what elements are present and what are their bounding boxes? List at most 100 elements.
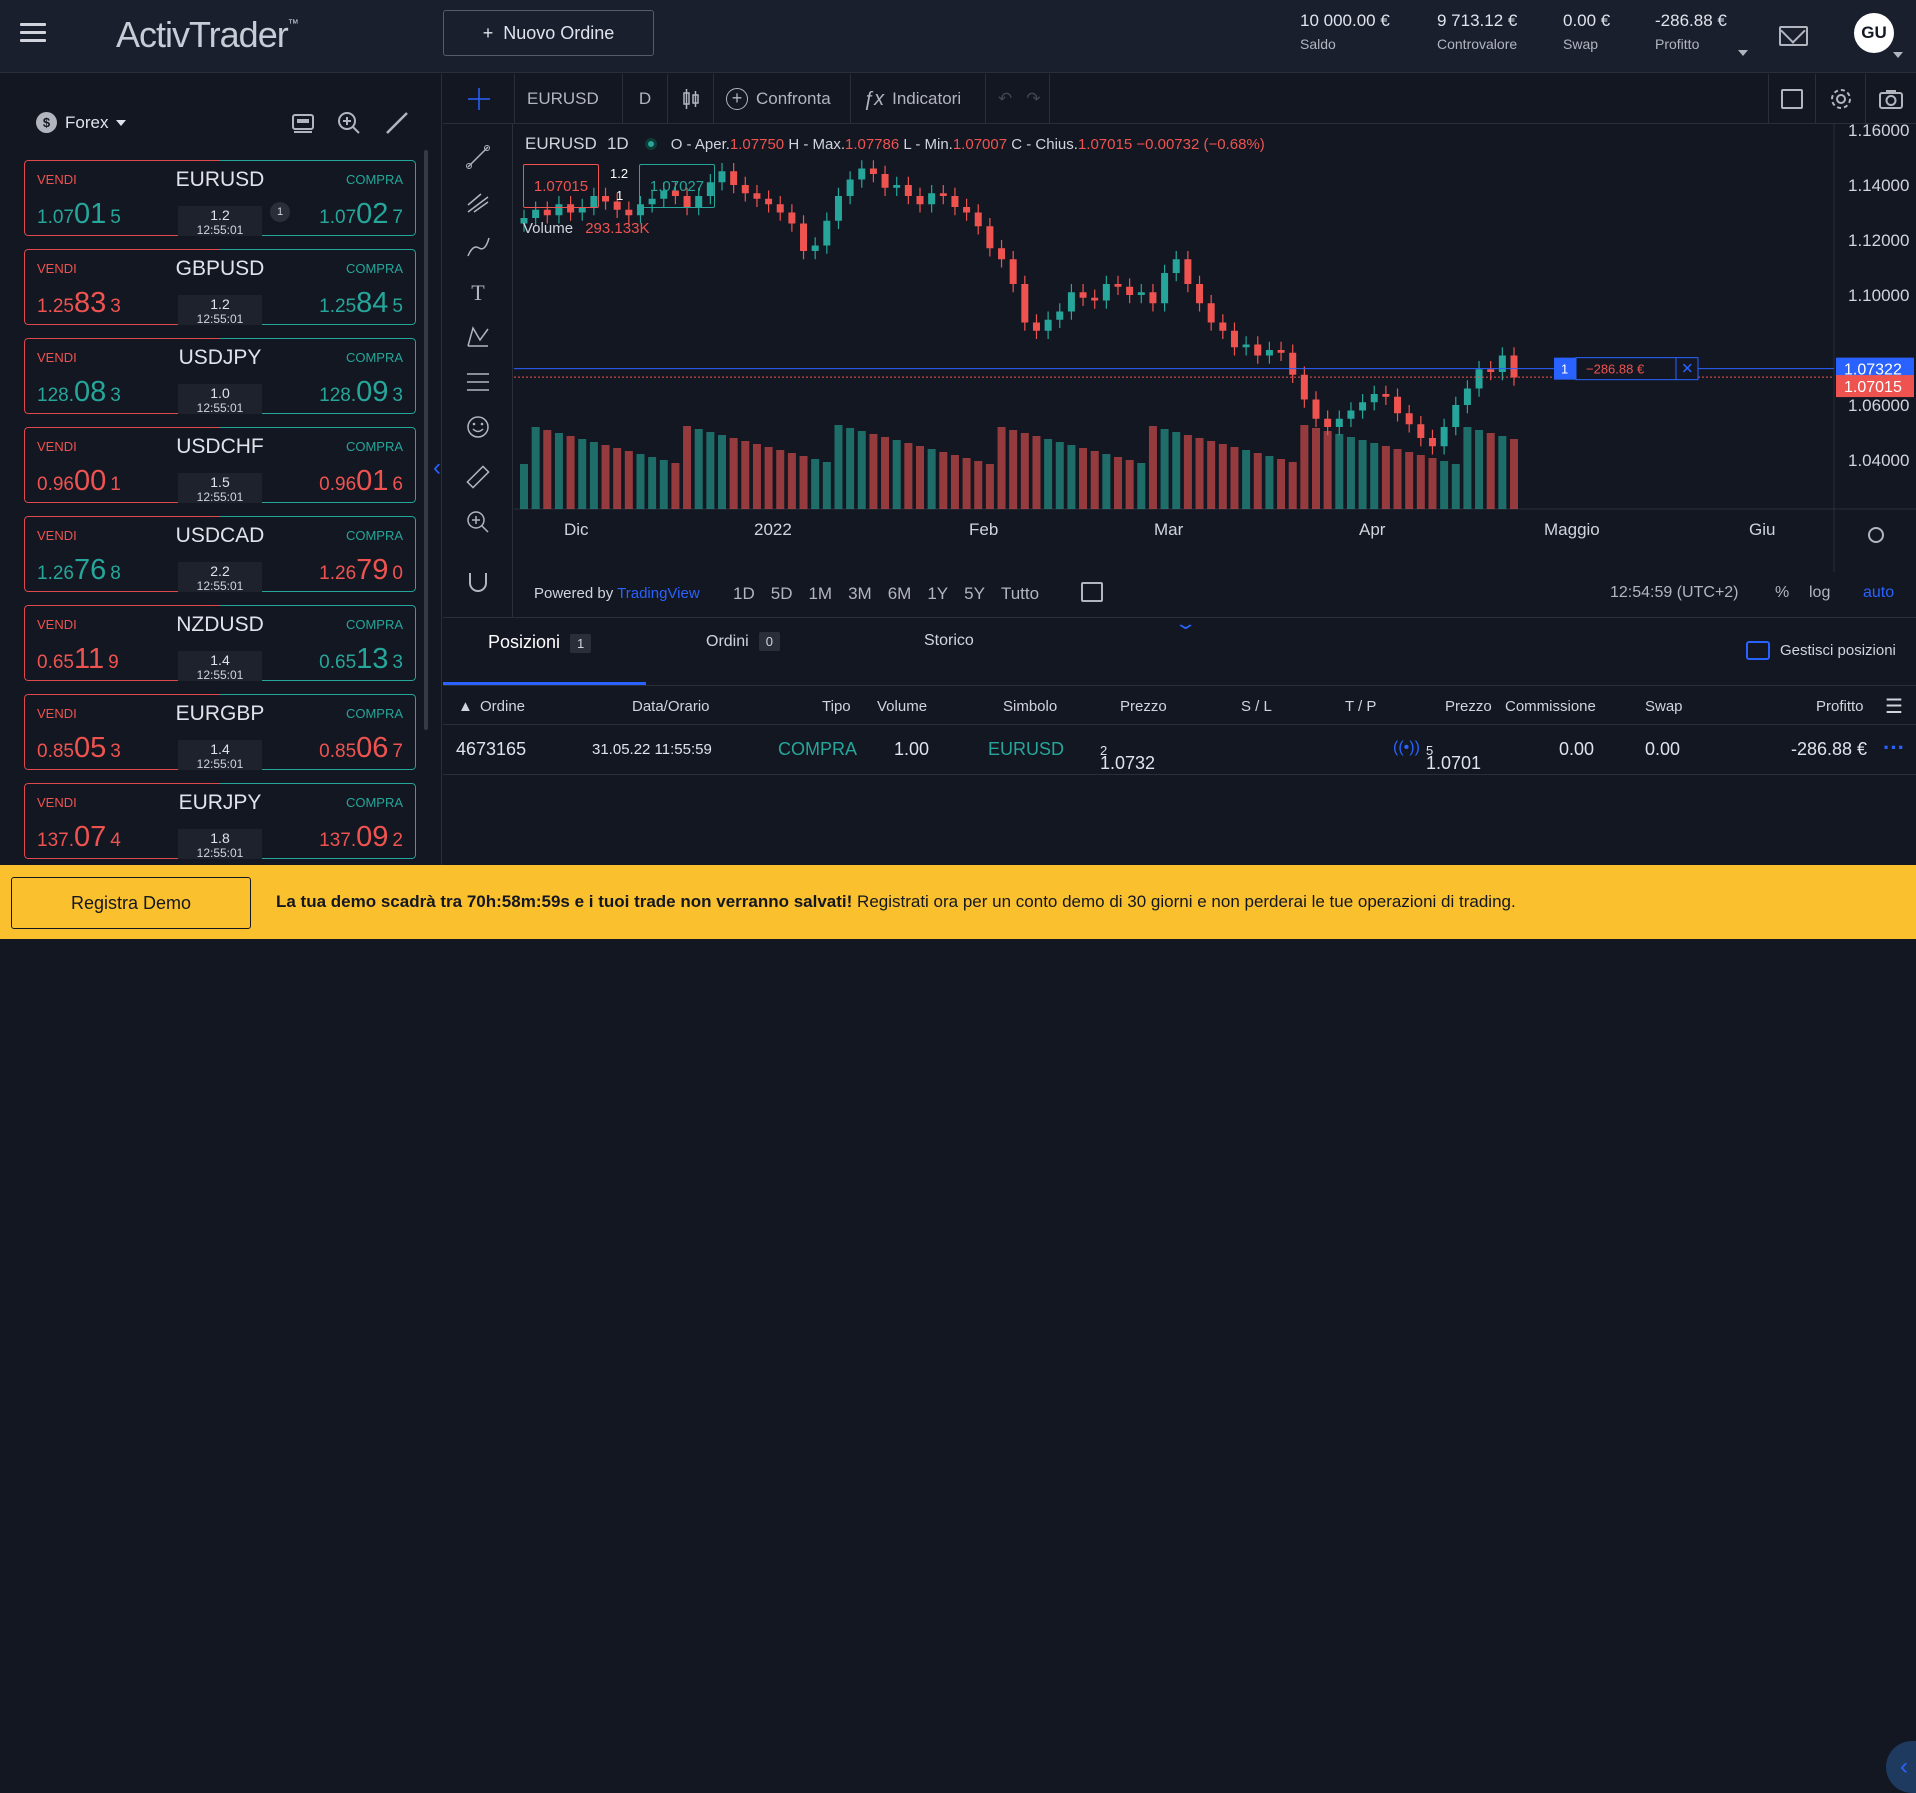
crosshair-icon[interactable] <box>443 74 515 124</box>
range-5d[interactable]: 5D <box>770 584 793 603</box>
instrument-card-eurusd[interactable]: VENDI COMPRA EURUSD 1.2 12:55:01 1.0701 5 1.070… <box>24 160 416 236</box>
ruler-icon[interactable] <box>465 464 491 490</box>
buy-button[interactable] <box>220 516 416 592</box>
col-swap[interactable]: Swap <box>1645 698 1683 715</box>
instrument-card-usdcad[interactable]: VENDI COMPRA USDCAD 2.2 12:55:01 1.2676 8 1.267… <box>24 516 416 592</box>
log-toggle[interactable]: log <box>1809 584 1831 601</box>
price-chart[interactable]: 1.16000 1.14000 1.12000 1.10000 1.06000 1.040… <box>514 124 1916 572</box>
buy-button[interactable] <box>220 160 416 236</box>
undo-redo[interactable]: ↶ ↷ <box>986 74 1050 124</box>
chevron-down-icon[interactable] <box>1738 50 1748 56</box>
table-row[interactable]: 4673165 31.05.22 11:55:59 COMPRA 1.00 EU… <box>443 725 1916 775</box>
col-volume[interactable]: Volume <box>877 698 928 715</box>
axis-settings-icon[interactable] <box>1868 527 1884 543</box>
pencil-icon[interactable] <box>384 110 410 136</box>
sort-icon[interactable]: ▲ <box>458 698 473 715</box>
emoji-icon[interactable] <box>465 414 491 440</box>
brush-icon[interactable] <box>465 234 491 260</box>
interval-selector[interactable]: D <box>623 74 668 124</box>
category-selector[interactable]: $ Forex <box>36 112 127 133</box>
chevron-down-icon[interactable]: ⌄ <box>1173 613 1198 633</box>
sell-button[interactable] <box>24 783 220 859</box>
instrument-card-nzdusd[interactable]: VENDI COMPRA NZDUSD 1.4 12:55:01 0.6511 9 0.651… <box>24 605 416 681</box>
chart-type-icon[interactable] <box>668 74 714 124</box>
range-5y[interactable]: 5Y <box>964 584 985 603</box>
stat-profit[interactable]: -286.88 € Profitto <box>1655 11 1727 52</box>
instrument-card-eurgbp[interactable]: VENDI COMPRA EURGBP 1.4 12:55:01 0.8505 3 0.850… <box>24 694 416 770</box>
pitchfork-icon[interactable] <box>465 189 491 215</box>
sell-button[interactable] <box>24 605 220 681</box>
zoom-in-icon[interactable] <box>465 509 491 535</box>
mail-icon[interactable] <box>1779 26 1808 46</box>
layout-icon[interactable] <box>290 110 316 136</box>
range-tutto[interactable]: Tutto <box>1000 584 1040 603</box>
range-6m[interactable]: 6M <box>887 584 912 603</box>
buy-button[interactable]: 1.07027 <box>639 164 715 208</box>
scrollbar[interactable] <box>424 150 428 730</box>
close-position-box[interactable] <box>1675 357 1699 381</box>
collapse-sidebar-icon[interactable]: ‹ <box>433 454 441 481</box>
tab-positions[interactable]: Posizioni 1 <box>488 632 592 653</box>
sell-button[interactable]: 1.07015 <box>523 164 599 208</box>
col-tp[interactable]: T / P <box>1345 698 1377 715</box>
avatar[interactable]: GU <box>1854 13 1894 53</box>
chevron-down-icon[interactable] <box>1893 52 1903 58</box>
fib-icon[interactable] <box>465 369 491 395</box>
position-qty-box[interactable] <box>1554 357 1576 380</box>
undo-icon[interactable]: ↶ <box>998 89 1013 108</box>
instrument-card-eurjpy[interactable]: VENDI COMPRA EURJPY 1.8 12:55:01 137.07 4 137.0… <box>24 783 416 859</box>
tradingview-link[interactable]: TradingView <box>617 585 700 602</box>
register-demo-button[interactable]: Registra Demo <box>11 877 251 929</box>
col-sl[interactable]: S / L <box>1241 698 1272 715</box>
buy-button[interactable] <box>220 338 416 414</box>
percent-toggle[interactable]: % <box>1775 584 1790 601</box>
range-1y[interactable]: 1Y <box>927 584 949 603</box>
indicators-button[interactable]: ƒx Indicatori <box>851 74 986 124</box>
buy-button[interactable] <box>220 605 416 681</box>
buy-button[interactable] <box>220 249 416 325</box>
col-date[interactable]: Data/Orario <box>632 698 710 715</box>
text-icon[interactable]: T <box>465 279 491 305</box>
buy-button[interactable] <box>220 694 416 770</box>
new-order-button[interactable]: + Nuovo Ordine <box>443 10 654 56</box>
instrument-card-usdjpy[interactable]: VENDI COMPRA USDJPY 1.0 12:55:01 128.08 3 128.0… <box>24 338 416 414</box>
instrument-card-gbpusd[interactable]: VENDI COMPRA GBPUSD 1.2 12:55:01 1.2583 3 1.258… <box>24 249 416 325</box>
settings-icon[interactable] <box>1816 74 1866 124</box>
buy-button[interactable] <box>220 427 416 503</box>
sell-button[interactable] <box>24 427 220 503</box>
trend-line-icon[interactable] <box>465 144 491 170</box>
col-symbol[interactable]: Simbolo <box>1003 698 1058 715</box>
redo-icon[interactable]: ↷ <box>1026 89 1041 108</box>
sell-button[interactable] <box>24 160 220 236</box>
tab-orders[interactable]: Ordini 0 <box>706 632 780 651</box>
close-icon[interactable]: ✕ <box>1681 360 1694 378</box>
auto-toggle[interactable]: auto <box>1863 584 1895 601</box>
magnet-icon[interactable] <box>465 569 491 595</box>
fullscreen-icon[interactable] <box>1768 74 1816 124</box>
sell-button[interactable] <box>24 249 220 325</box>
col-type[interactable]: Tipo <box>822 698 851 715</box>
buy-button[interactable] <box>220 783 416 859</box>
col-profit[interactable]: Profitto <box>1816 698 1864 715</box>
sell-button[interactable] <box>24 338 220 414</box>
col-current-price[interactable]: Prezzo <box>1445 698 1492 715</box>
manage-positions-button[interactable]: Gestisci posizioni <box>1746 641 1896 660</box>
range-1m[interactable]: 1M <box>808 584 833 603</box>
compare-button[interactable]: + Confronta <box>714 74 851 124</box>
calendar-icon[interactable] <box>1081 582 1103 602</box>
drawer-toggle[interactable]: ‹ <box>1886 1741 1916 1793</box>
menu-icon[interactable] <box>20 23 46 43</box>
symbol-search[interactable]: EURUSD <box>515 74 623 124</box>
more-icon[interactable]: ··· <box>1883 735 1905 760</box>
sell-button[interactable] <box>24 516 220 592</box>
col-price[interactable]: Prezzo <box>1120 698 1167 715</box>
range-1d[interactable]: 1D <box>733 584 755 603</box>
col-order[interactable]: Ordine <box>480 698 526 715</box>
range-3m[interactable]: 3M <box>848 584 872 603</box>
tab-history[interactable]: Storico <box>924 632 974 649</box>
sell-button[interactable] <box>24 694 220 770</box>
list-icon[interactable]: ☰ <box>1885 696 1903 718</box>
pattern-icon[interactable] <box>465 324 491 350</box>
zoom-in-icon[interactable] <box>336 110 362 136</box>
camera-icon[interactable] <box>1866 74 1916 124</box>
